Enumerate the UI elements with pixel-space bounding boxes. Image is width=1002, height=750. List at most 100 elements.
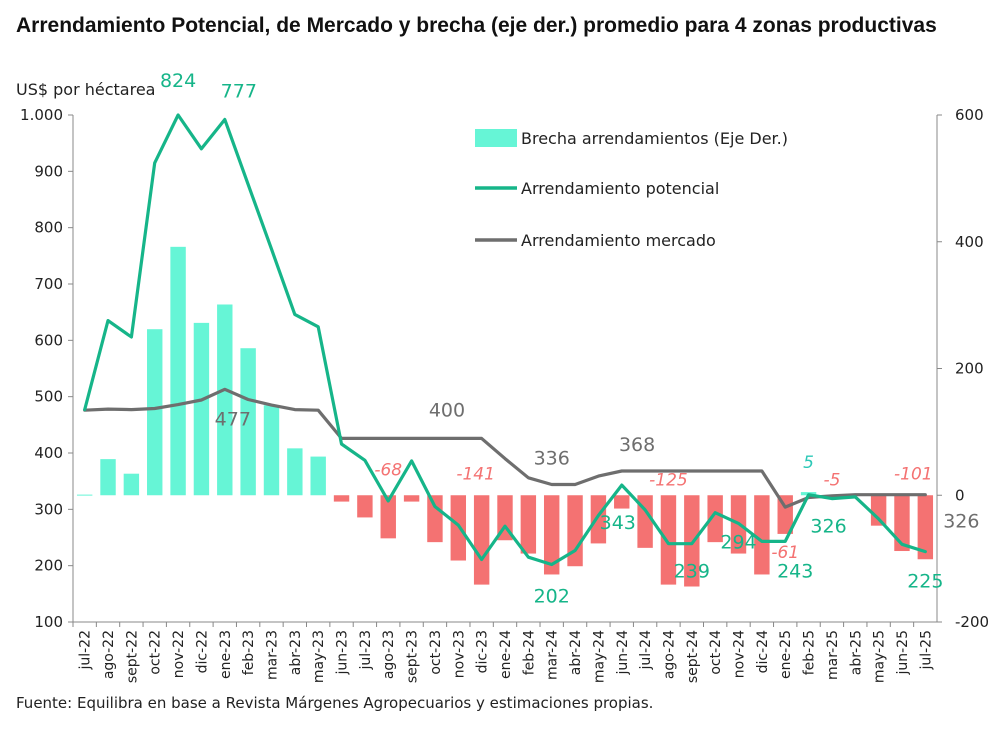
data-label-potencial: 239 bbox=[674, 561, 710, 583]
x-tick-label: may-23 bbox=[311, 630, 327, 683]
bar-brecha bbox=[754, 495, 770, 575]
data-label-mercado: 326 bbox=[943, 511, 979, 533]
data-label-brecha: -61 bbox=[771, 543, 799, 563]
x-tick-label: feb-24 bbox=[521, 630, 537, 675]
bar-brecha bbox=[637, 495, 653, 548]
chart-title: Arrendamiento Potencial, de Mercado y br… bbox=[16, 14, 937, 37]
data-label-potencial: 225 bbox=[907, 571, 943, 593]
x-tick-label: jul-24 bbox=[638, 630, 654, 671]
x-tick-label: mar-23 bbox=[264, 630, 280, 680]
bar-brecha bbox=[660, 495, 677, 585]
right-tick-label: -200 bbox=[955, 613, 989, 631]
x-tick-label: dic-22 bbox=[194, 630, 210, 673]
bar-brecha bbox=[567, 495, 583, 567]
x-tick-label: sept-22 bbox=[124, 630, 140, 683]
x-tick-label: jul-23 bbox=[358, 630, 374, 671]
x-tick-label: abr-25 bbox=[848, 630, 864, 675]
bar-brecha bbox=[310, 456, 326, 496]
x-tick-label: feb-25 bbox=[802, 630, 818, 675]
left-tick-label: 1.000 bbox=[20, 106, 63, 124]
x-tick-label: dic-24 bbox=[755, 630, 771, 673]
bar-brecha bbox=[100, 459, 116, 496]
x-tick-label: jun-24 bbox=[615, 630, 631, 676]
x-tick-label: ago-23 bbox=[381, 630, 397, 679]
left-tick-label: 300 bbox=[34, 500, 63, 518]
data-label-brecha: -68 bbox=[374, 460, 402, 480]
left-tick-label: 800 bbox=[34, 219, 63, 237]
bar-brecha bbox=[614, 495, 630, 509]
x-tick-label: may-24 bbox=[591, 630, 607, 683]
right-tick-label: 400 bbox=[955, 233, 984, 251]
x-tick-label: nov-24 bbox=[732, 630, 748, 678]
data-label-brecha: -141 bbox=[456, 464, 495, 484]
bar-brecha bbox=[147, 329, 163, 496]
bar-brecha bbox=[684, 495, 700, 587]
x-tick-label: dic-23 bbox=[475, 630, 491, 673]
x-tick-label: ene-23 bbox=[218, 630, 234, 679]
x-tick-label: jun-23 bbox=[335, 630, 351, 676]
data-label-mercado: 477 bbox=[215, 408, 251, 430]
left-tick-label: 500 bbox=[34, 388, 63, 406]
x-tick-label: ene-25 bbox=[778, 630, 794, 679]
bar-brecha bbox=[427, 495, 443, 543]
bar-brecha bbox=[76, 494, 93, 496]
x-tick-label: sept-24 bbox=[685, 630, 701, 683]
x-tick-label: abr-24 bbox=[568, 630, 584, 675]
line-arrendamiento-mercado bbox=[83, 387, 927, 509]
bar-brecha bbox=[590, 495, 607, 544]
left-tick-label: 700 bbox=[34, 275, 63, 293]
x-tick-label: jul-22 bbox=[78, 630, 94, 671]
bar-brecha bbox=[357, 495, 373, 518]
x-tick-label: ago-22 bbox=[101, 630, 117, 679]
data-label-potencial: 243 bbox=[777, 560, 813, 582]
right-tick-label: 200 bbox=[955, 360, 984, 378]
bar-brecha bbox=[170, 246, 186, 496]
source-note: Fuente: Equilibra en base a Revista Márg… bbox=[16, 694, 654, 712]
bar-brecha bbox=[217, 304, 233, 496]
units-label: US$ por héctarea bbox=[16, 80, 156, 99]
bar-brecha bbox=[894, 495, 910, 552]
data-label-potencial: 343 bbox=[600, 512, 636, 534]
legend-label-potencial: Arrendamiento potencial bbox=[521, 179, 719, 198]
x-tick-label: nov-23 bbox=[451, 630, 467, 678]
x-tick-label: nov-22 bbox=[171, 630, 187, 678]
data-label-brecha: -101 bbox=[894, 464, 933, 484]
x-tick-label: oct-23 bbox=[428, 630, 444, 675]
data-label-mercado: 336 bbox=[534, 448, 570, 470]
left-tick-label: 400 bbox=[34, 444, 63, 462]
right-tick-label: 600 bbox=[955, 106, 984, 124]
data-label-mercado: 368 bbox=[619, 434, 655, 456]
data-label-brecha: -125 bbox=[649, 470, 688, 490]
data-label-brecha: -5 bbox=[823, 470, 840, 490]
data-label-potencial: 777 bbox=[221, 81, 257, 103]
legend-label-brecha: Brecha arrendamientos (Eje Der.) bbox=[521, 129, 788, 148]
bar-brecha bbox=[287, 448, 303, 496]
x-tick-label: mar-24 bbox=[545, 630, 561, 680]
bar-brecha bbox=[917, 495, 934, 560]
x-tick-label: jun-25 bbox=[895, 630, 911, 676]
legend-swatch-brecha bbox=[475, 129, 517, 147]
bar-brecha bbox=[263, 405, 280, 496]
left-tick-label: 100 bbox=[34, 613, 63, 631]
bar-brecha bbox=[380, 495, 396, 539]
x-tick-label: ene-24 bbox=[498, 630, 514, 679]
data-label-potencial: 326 bbox=[810, 516, 846, 538]
data-label-potencial: 294 bbox=[720, 531, 756, 553]
bar-brecha bbox=[870, 495, 887, 526]
data-label-mercado: 400 bbox=[429, 399, 465, 421]
line-arrendamiento-potencial bbox=[83, 113, 927, 567]
x-tick-label: abr-23 bbox=[288, 630, 304, 675]
right-tick-label: 0 bbox=[955, 486, 965, 504]
bar-brecha bbox=[333, 495, 350, 502]
legend-label-mercado: Arrendamiento mercado bbox=[521, 231, 716, 250]
bar-brecha bbox=[707, 495, 723, 543]
x-tick-label: mar-25 bbox=[825, 630, 841, 680]
bar-brecha bbox=[520, 495, 537, 554]
left-tick-label: 900 bbox=[34, 162, 63, 180]
bar-brecha bbox=[403, 495, 420, 502]
bar-brecha bbox=[543, 495, 560, 575]
data-label-potencial: 824 bbox=[160, 70, 196, 92]
x-tick-label: oct-24 bbox=[708, 630, 724, 675]
